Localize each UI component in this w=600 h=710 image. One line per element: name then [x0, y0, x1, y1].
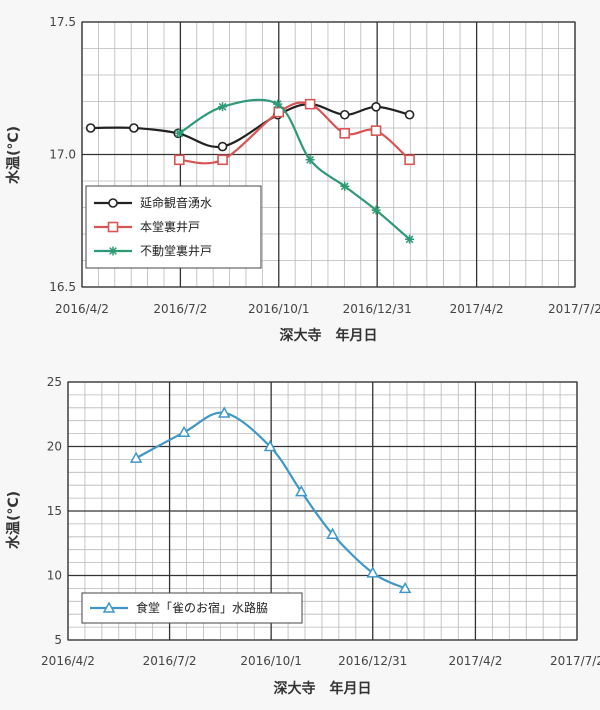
- chart-1: 16.5 17.0 17.5 2016/4/2 2016/7/2 2016/10/1 201…: [5, 15, 600, 344]
- series-3: [174, 98, 415, 244]
- y-tick-label: 5: [54, 633, 62, 647]
- y-tick-label: 17.0: [49, 148, 76, 162]
- x-tick-label: 2016/10/1: [240, 654, 302, 668]
- legend-marker: [108, 198, 118, 208]
- data-point: [366, 566, 380, 578]
- legend-label: 不動堂裏井戸: [140, 243, 212, 258]
- x-tick-label: 2016/7/2: [153, 302, 207, 316]
- x-tick-label: 2016/10/1: [248, 302, 310, 316]
- series-line: [135, 411, 406, 590]
- x-tick-label: 2016/4/2: [41, 654, 95, 668]
- data-point: [404, 109, 415, 120]
- x-tick-label: 2016/12/31: [343, 302, 412, 316]
- data-point: [217, 406, 231, 418]
- legend: 食堂「雀のお宿」水路脇: [81, 592, 303, 624]
- x-tick-label: 2016/4/2: [55, 302, 109, 316]
- data-point: [371, 102, 381, 112]
- legend-marker: [107, 221, 119, 233]
- data-point: [129, 123, 139, 133]
- data-point: [263, 439, 277, 452]
- data-point: [398, 581, 412, 594]
- y-tick-label: 16.5: [49, 280, 76, 294]
- data-point: [305, 155, 315, 165]
- legend-label: 本堂裏井戸: [140, 219, 200, 234]
- x-tick-label: 2017/4/2: [448, 654, 502, 668]
- x-tick-label: 2017/7/2: [550, 654, 600, 668]
- y-axis-label: 水温(°C): [5, 126, 22, 184]
- legend-marker: [108, 246, 118, 256]
- data-point: [339, 109, 350, 120]
- data-point: [404, 154, 415, 166]
- data-point: [370, 125, 382, 136]
- data-point: [217, 154, 228, 166]
- x-axis-label: 深大寺 年月日: [274, 680, 372, 697]
- data-point: [273, 99, 283, 109]
- data-point: [177, 425, 191, 438]
- legend-label: 延命観音湧水: [140, 195, 212, 210]
- y-tick-label: 15: [47, 504, 62, 518]
- data-point: [218, 102, 228, 112]
- y-axis-label: 水温(°C): [5, 491, 22, 549]
- data-point: [405, 234, 415, 244]
- data-point: [371, 205, 381, 215]
- data-point: [174, 154, 185, 166]
- x-tick-label: 2017/7/2: [548, 302, 600, 316]
- data-point: [295, 485, 308, 497]
- chart-2: 5 10 15 20 25 2016/4/2 2016/7/2 2016/10/1 2016/1…: [5, 375, 600, 697]
- x-tick-label: 2016/12/31: [338, 654, 407, 668]
- data-point: [326, 527, 339, 539]
- data-point: [273, 106, 285, 118]
- data-point: [217, 141, 228, 152]
- data-point: [174, 128, 184, 138]
- data-point: [304, 98, 316, 110]
- y-tick-label: 25: [47, 375, 62, 389]
- x-tick-label: 2016/7/2: [143, 654, 197, 668]
- x-axis-label: 深大寺 年月日: [280, 327, 378, 344]
- data-point: [85, 123, 96, 133]
- series-1: [129, 406, 412, 594]
- plot-area-2: 5 10 15 20 25 2016/4/2 2016/7/2 2016/10/1 2016/1…: [5, 375, 600, 697]
- plot-area-1: 16.5 17.0 17.5 2016/4/2 2016/7/2 2016/10/1 201…: [5, 15, 600, 344]
- data-point: [129, 451, 143, 463]
- y-tick-label: 20: [47, 440, 62, 454]
- legend-marker: [102, 601, 116, 613]
- x-tick-label: 2017/4/2: [450, 302, 504, 316]
- data-point: [339, 128, 351, 139]
- data-point: [340, 181, 350, 191]
- y-tick-label: 10: [47, 569, 62, 583]
- series-2: [174, 98, 415, 166]
- legend-label: 食堂「雀のお宿」水路脇: [136, 600, 268, 615]
- legend-box: [81, 592, 303, 624]
- y-tick-label: 17.5: [49, 15, 76, 29]
